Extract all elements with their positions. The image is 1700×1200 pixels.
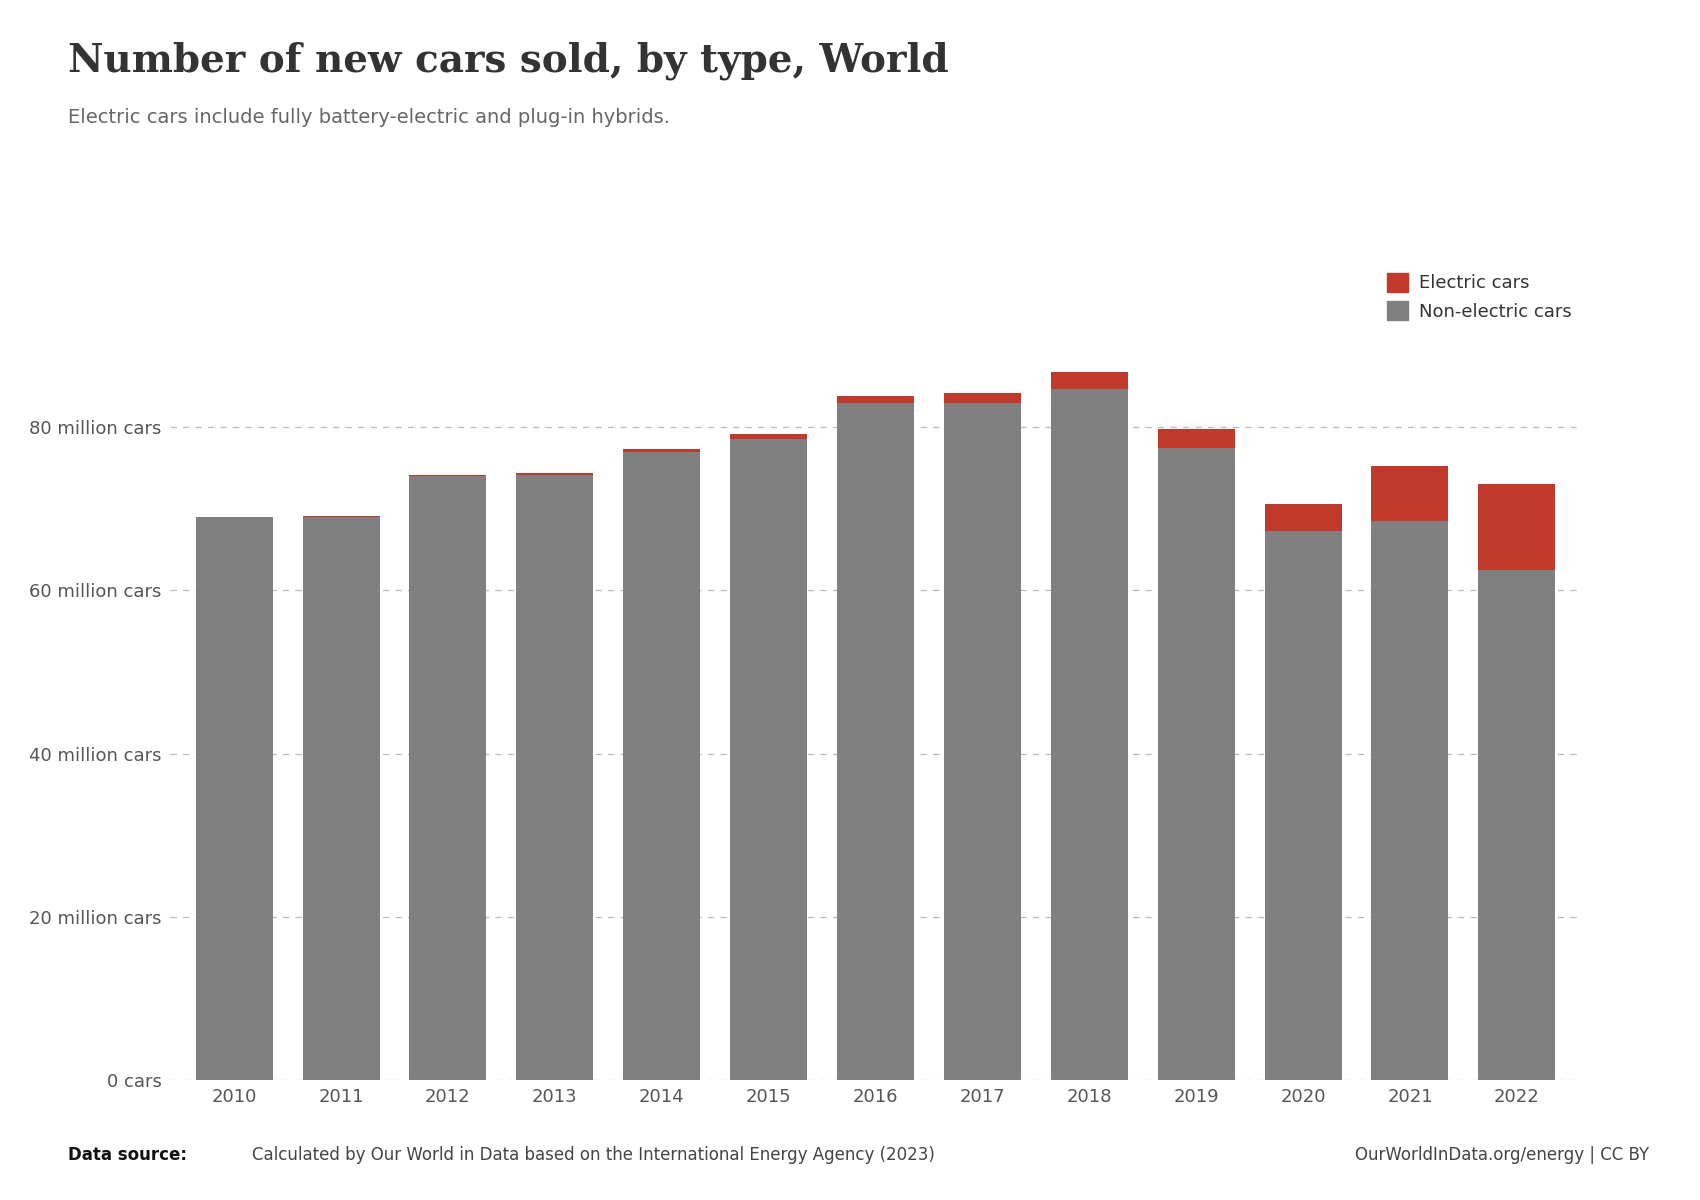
Bar: [517, 473, 593, 474]
Bar: [1158, 448, 1234, 1080]
Bar: [729, 439, 807, 1080]
Bar: [944, 403, 1022, 1080]
Text: OurWorldInData.org/energy | CC BY: OurWorldInData.org/energy | CC BY: [1355, 1146, 1649, 1164]
Bar: [836, 396, 915, 403]
Bar: [729, 434, 807, 439]
Bar: [517, 474, 593, 1080]
Bar: [196, 517, 272, 1080]
Legend: Electric cars, Non-electric cars: Electric cars, Non-electric cars: [1387, 274, 1572, 320]
Bar: [303, 517, 379, 1080]
Bar: [1265, 504, 1341, 530]
Bar: [1372, 521, 1448, 1080]
Bar: [1051, 389, 1127, 1080]
Text: in Data: in Data: [1522, 110, 1600, 130]
Text: Calculated by Our World in Data based on the International Energy Agency (2023): Calculated by Our World in Data based on…: [252, 1146, 935, 1164]
Bar: [836, 403, 915, 1080]
Bar: [1372, 466, 1448, 521]
Bar: [410, 476, 486, 1080]
Text: Data source:: Data source:: [68, 1146, 187, 1164]
Text: Our World: Our World: [1504, 78, 1617, 97]
Bar: [1158, 430, 1234, 448]
Text: Electric cars include fully battery-electric and plug-in hybrids.: Electric cars include fully battery-elec…: [68, 108, 670, 127]
Bar: [1265, 530, 1341, 1080]
Text: Number of new cars sold, by type, World: Number of new cars sold, by type, World: [68, 42, 949, 80]
Bar: [1479, 570, 1556, 1080]
Bar: [1479, 484, 1556, 570]
Bar: [1051, 372, 1127, 389]
Bar: [624, 451, 700, 1080]
Bar: [624, 449, 700, 451]
Bar: [944, 394, 1022, 403]
